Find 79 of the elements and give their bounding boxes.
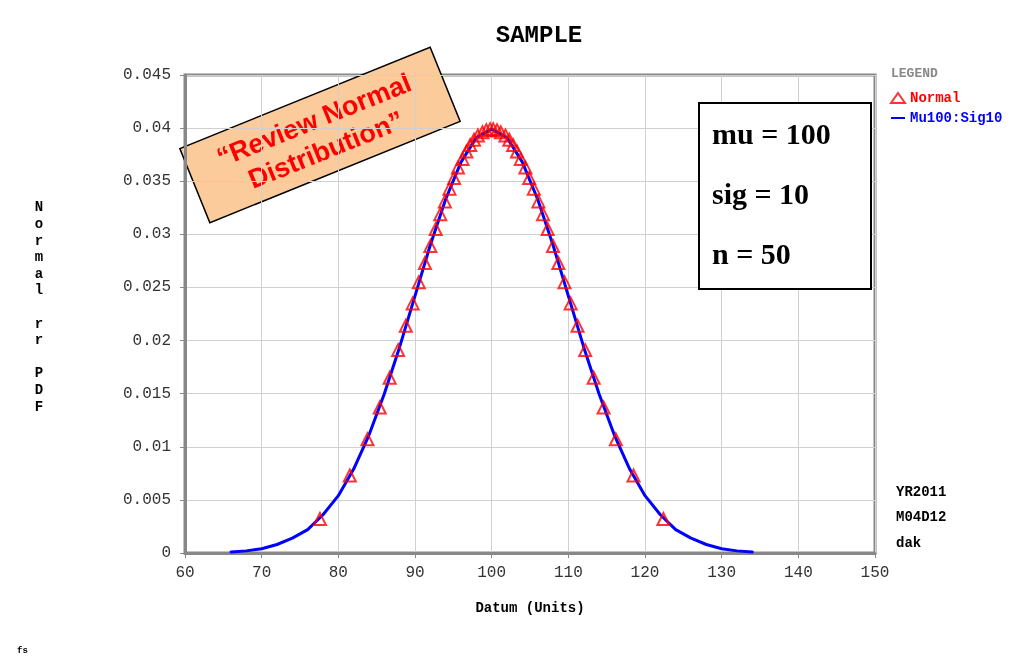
- point: [372, 400, 387, 415]
- point: [522, 171, 537, 186]
- point: [411, 275, 426, 290]
- point: [586, 370, 601, 385]
- point: [563, 296, 578, 311]
- point: [455, 151, 470, 166]
- point: [475, 125, 490, 140]
- legend-title: LEGEND: [891, 65, 939, 81]
- point: [437, 194, 452, 209]
- point: [433, 207, 448, 222]
- point: [398, 318, 413, 333]
- point: [626, 468, 641, 483]
- point: [312, 512, 327, 527]
- point: [391, 343, 406, 358]
- point: [467, 132, 482, 147]
- point: [536, 207, 551, 222]
- text: Normal rr PDF: [34, 199, 44, 415]
- y-tick-label: 0.04: [132, 119, 171, 138]
- point: [447, 171, 462, 186]
- point: [360, 432, 375, 447]
- point: [551, 256, 566, 271]
- x-tick-label: 140: [783, 564, 813, 582]
- x-tick-label: 100: [477, 564, 507, 582]
- y-tick-label: 0.025: [122, 278, 171, 297]
- point: [531, 194, 546, 209]
- point: [498, 128, 513, 143]
- point: [442, 181, 457, 196]
- x-tick-label: 130: [707, 564, 737, 582]
- y-tick-label: 0.02: [132, 331, 171, 350]
- point: [526, 181, 541, 196]
- point: [450, 160, 465, 175]
- point: [417, 256, 432, 271]
- text: YR2011: [896, 484, 947, 500]
- point: [578, 343, 593, 358]
- point: [509, 144, 524, 159]
- point: [570, 318, 585, 333]
- point: [656, 512, 671, 527]
- point: [342, 468, 357, 483]
- y-tick-label: 0.035: [122, 172, 171, 191]
- annotation: sig = 10: [712, 176, 810, 210]
- point: [459, 144, 474, 159]
- y-tick-label: 0.01: [132, 437, 171, 456]
- text: dak: [896, 535, 922, 551]
- point: [513, 151, 528, 166]
- x-tick-label: 90: [405, 564, 425, 582]
- point: [382, 370, 397, 385]
- point: [463, 138, 478, 153]
- point: [557, 275, 572, 290]
- point: [502, 132, 517, 147]
- point: [540, 222, 555, 237]
- legend-label: Mu100:Sig10: [910, 110, 1003, 126]
- point: [470, 128, 485, 143]
- y-tick-label: 0.015: [122, 384, 171, 403]
- point: [428, 222, 443, 237]
- annotation: n = 50: [712, 236, 791, 270]
- point: [596, 400, 611, 415]
- x-tick-label: 110: [553, 564, 583, 582]
- y-tick-label: 0: [161, 544, 171, 562]
- point: [479, 123, 494, 138]
- text: M04D12: [896, 509, 947, 525]
- x-tick-label: 120: [630, 564, 660, 582]
- chart-title: SAMPLE: [495, 21, 583, 49]
- point: [608, 432, 623, 447]
- point: [546, 239, 560, 254]
- x-tick-label: 80: [328, 564, 348, 582]
- point: [405, 296, 420, 311]
- x-axis-title: Datum (Units): [475, 600, 585, 616]
- point: [518, 160, 533, 175]
- y-tick-label: 0.005: [122, 490, 171, 509]
- point: [423, 239, 438, 254]
- annotation: mu = 100: [712, 116, 831, 150]
- point: [506, 138, 521, 153]
- y-tick-label: 0.045: [122, 66, 171, 84]
- y-tick-label: 0.03: [132, 225, 171, 244]
- x-tick-label: 150: [860, 564, 890, 582]
- x-tick-label: 70: [252, 564, 272, 582]
- x-tick-label: 60: [175, 564, 195, 582]
- legend-label: Normal: [910, 90, 961, 106]
- text: fs: [17, 646, 28, 656]
